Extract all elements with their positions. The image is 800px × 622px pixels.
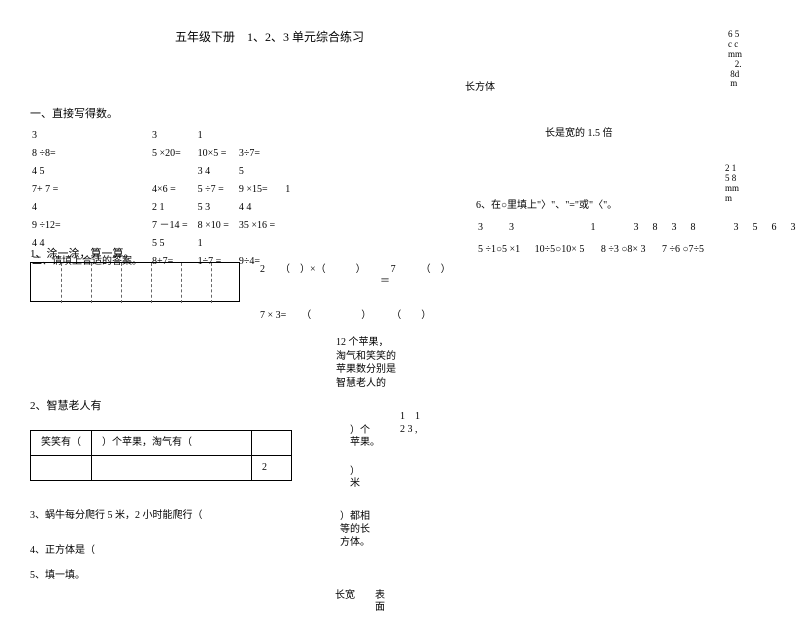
d: 7 ÷6 ○7÷5 [662,244,704,255]
cell: 1 [285,182,298,198]
cell [239,236,283,252]
cell: 笑笑有（ [31,431,92,456]
shade-box [30,262,240,302]
cell: 5 [239,164,283,180]
q2-1-expr: 2 （ ）×（ ） 7 （ ） ＝ [260,264,451,288]
b: 10÷5○10× 5 [535,244,585,255]
d: 2 3 , [400,424,418,435]
r: 1 3 8 3 8 3 5 6 3 [591,222,798,233]
cell [252,431,292,456]
cell: 4 5 [32,164,150,180]
cell: 3 [152,128,196,144]
q2-3-side: ）都相 等的长 方体。 [340,510,370,549]
q6-row1: 3 3 1 3 8 3 8 3 5 6 3 [478,222,798,234]
cell: ）个苹果，淘气有（ [92,431,252,456]
cell: 3 4 [198,164,237,180]
page-title: 五年级下册 1、2、3 单元综合练习 [175,30,364,44]
q6-label: 6、在○里填上"〉"、"="或"〈"。 [476,200,617,212]
cell: 4 [32,200,150,216]
cell: 7+ 7 = [32,182,150,198]
q2-1-label: 1、涂一涂，算一算。 [30,248,135,261]
q2-5: 5、填一填。 [30,570,85,582]
eq: ＝ [380,276,390,287]
q2-4: 4、正方体是（ [30,545,95,557]
cell: 4 4 [239,200,283,216]
cell: 10×5 = [198,146,237,162]
cell [285,200,298,216]
cell: 8 ×10 = [198,218,237,234]
section-1-heading: 一、直接写得数。 [30,108,118,121]
cell: 4×6 = [152,182,196,198]
a: 5 ÷1○5 ×1 [478,244,520,255]
q2-2-unit: ）个 苹果。 [350,425,380,449]
cell: 2 [252,456,292,481]
q2-3: 3、蜗牛每分爬行 5 米，2 小时能爬行（ [30,510,203,522]
l: 3 3 [478,222,516,233]
cell: 5 ÷7 = [198,182,237,198]
cuboid-label: 长方体 [465,82,495,94]
q6-row2: 5 ÷1○5 ×1 10÷5○10× 5 8 ÷3 ○8× 3 7 ÷6 ○7÷… [478,244,704,256]
cell [285,164,298,180]
cell [92,456,252,481]
cell [285,128,298,144]
q2-5-labels: 长宽 表 面 [335,590,385,614]
cell [31,456,92,481]
q2-2-unit2: ） 米 [350,466,360,490]
cell [239,128,283,144]
cell: 5 5 [152,236,196,252]
cell: 1 [198,236,237,252]
cell: 1 [198,128,237,144]
apple-table: 笑笑有（ ）个苹果，淘气有（ 2 [30,430,292,481]
q2-1-expr2: 7 × 3= （ ） （ ） [260,310,431,322]
cell [285,146,298,162]
cell: 35 ×16 = [239,218,283,234]
cell: 3 [32,128,150,144]
cell: 9 ÷12= [32,218,150,234]
cell: 5 3 [198,200,237,216]
n: 1 1 [400,411,420,422]
cell [285,218,298,234]
dims-1: 6 5 c c mm 2. 8d m [728,30,742,89]
q2-2-frac: 1 1 2 3 , [400,410,420,436]
cell: 7 －14 = [152,218,196,234]
q2-2-text: 12 个苹果，淘气和笑笑的苹果数分别是智慧老人的 [336,336,396,390]
length-width-note: 长是宽的 1.5 倍 [545,128,613,140]
cell: 9 ×15= [239,182,283,198]
cell [285,236,298,252]
expr: 2 （ ）×（ ） 7 （ ） [260,264,451,275]
cell: 5 ×20= [152,146,196,162]
dims-2: 2 1 5 8 mm m [725,164,739,204]
c: 8 ÷3 ○8× 3 [601,244,646,255]
cell: 3÷7= [239,146,283,162]
cell [152,164,196,180]
cell: 2 1 [152,200,196,216]
q2-2-label: 2、智慧老人有 [30,400,102,413]
cell: 8 ÷8= [32,146,150,162]
